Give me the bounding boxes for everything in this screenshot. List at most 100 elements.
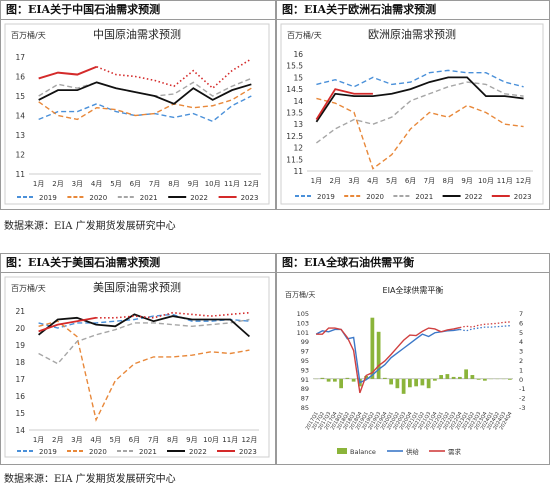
x-tick-label: 7月 bbox=[424, 177, 435, 185]
balance-bar bbox=[439, 375, 443, 379]
x-tick-label: 9月 bbox=[461, 177, 472, 185]
y-tick-label: 93 bbox=[301, 366, 309, 374]
x-tick-label: 3月 bbox=[348, 177, 359, 185]
balance-bar bbox=[346, 378, 350, 379]
series-line-supply bbox=[316, 329, 460, 382]
y-tick-label: 15 bbox=[15, 92, 25, 101]
y-tick-label: 15 bbox=[293, 73, 303, 82]
y-tick-label: 15 bbox=[15, 409, 25, 418]
balance-bar bbox=[471, 375, 475, 379]
balance-bar bbox=[402, 379, 406, 394]
legend-label: 2023 bbox=[241, 194, 259, 202]
y-tick-label: 91 bbox=[301, 376, 309, 384]
y-tick-label: 11 bbox=[293, 167, 303, 176]
y-tick-label: 17 bbox=[15, 53, 25, 62]
y-tick-label: 13.5 bbox=[286, 109, 303, 118]
x-tick-label: 12月 bbox=[243, 180, 259, 188]
balance-bar bbox=[464, 369, 468, 378]
balance-bar bbox=[458, 377, 462, 379]
balance-bar bbox=[389, 379, 393, 385]
chart-title: 欧洲原油需求预测 bbox=[368, 27, 456, 41]
y-tick-label: 19 bbox=[15, 341, 25, 350]
y2-tick-label: 7 bbox=[519, 310, 523, 318]
x-tick-label: 10月 bbox=[203, 436, 219, 444]
x-tick-label: 7月 bbox=[148, 436, 159, 444]
panel-title: 图：EIA全球石油供需平衡 bbox=[277, 254, 549, 273]
y-tick-label: 17 bbox=[15, 375, 25, 384]
x-tick-label: 1月 bbox=[33, 180, 44, 188]
balance-bar bbox=[352, 379, 356, 382]
panel-title: 图：EIA关于中国石油需求预测 bbox=[1, 1, 275, 20]
x-tick-label: 2月 bbox=[330, 177, 341, 185]
y2-tick-label: -1 bbox=[519, 385, 525, 393]
balance-bar bbox=[408, 379, 412, 387]
chart-frame bbox=[5, 24, 269, 204]
y-tick-label: 11 bbox=[15, 170, 25, 179]
balance-bar bbox=[508, 379, 512, 380]
panel-title: 图：EIA关于美国石油需求预测 bbox=[1, 254, 275, 273]
chart-title: 中国原油需求预测 bbox=[93, 27, 181, 41]
balance-bar bbox=[477, 379, 481, 380]
balance-bar bbox=[414, 379, 418, 387]
y-tick-label: 12 bbox=[293, 144, 303, 153]
x-tick-label: 4月 bbox=[91, 180, 102, 188]
x-tick-label: 6月 bbox=[405, 177, 416, 185]
y-tick-label: 16 bbox=[15, 73, 25, 82]
y2-tick-label: 0 bbox=[519, 376, 523, 384]
y-tick-label: 101 bbox=[297, 329, 309, 337]
y-tick-label: 13 bbox=[15, 131, 25, 140]
legend-label: 2020 bbox=[89, 194, 107, 202]
y-tick-label: 97 bbox=[301, 348, 309, 356]
y-tick-label: 13 bbox=[293, 120, 303, 129]
x-tick-label: 10月 bbox=[205, 180, 221, 188]
x-tick-label: 2月 bbox=[52, 180, 63, 188]
legend-label: 2021 bbox=[140, 194, 158, 202]
legend-label: 2022 bbox=[189, 448, 207, 456]
y-tick-label: 15.5 bbox=[286, 62, 303, 71]
balance-bar bbox=[446, 374, 450, 379]
x-tick-label: 3月 bbox=[71, 436, 82, 444]
x-tick-label: 11月 bbox=[497, 177, 513, 185]
balance-bar bbox=[421, 379, 425, 386]
balance-bar bbox=[427, 379, 431, 388]
y-tick-label: 105 bbox=[297, 310, 309, 318]
y-axis-label: 百万桶/天 bbox=[11, 283, 46, 293]
x-tick-label: 3月 bbox=[72, 180, 83, 188]
y-axis-label: 百万桶/天 bbox=[287, 30, 322, 40]
legend-label: Balance bbox=[350, 448, 376, 456]
x-tick-label: 4月 bbox=[90, 436, 101, 444]
x-tick-label: 6月 bbox=[130, 180, 141, 188]
x-tick-label: 5月 bbox=[110, 180, 121, 188]
y-tick-label: 87 bbox=[301, 395, 309, 403]
y-tick-label: 14 bbox=[15, 426, 25, 435]
y-tick-label: 14 bbox=[15, 112, 25, 121]
y2-tick-label: 2 bbox=[519, 357, 523, 365]
x-tick-label: 5月 bbox=[110, 436, 121, 444]
legend-label: 2020 bbox=[89, 448, 107, 456]
balance-bar bbox=[396, 379, 400, 388]
x-tick-label: 4月 bbox=[367, 177, 378, 185]
y-tick-label: 11.5 bbox=[286, 155, 303, 164]
y2-tick-label: 3 bbox=[519, 348, 523, 356]
balance-bar bbox=[433, 379, 437, 381]
y-tick-label: 103 bbox=[297, 319, 309, 327]
legend-label: 2021 bbox=[139, 448, 157, 456]
x-tick-label: 8月 bbox=[168, 180, 179, 188]
y2-tick-label: 5 bbox=[519, 329, 523, 337]
x-tick-label: 8月 bbox=[167, 436, 178, 444]
y-axis-label: 百万桶/天 bbox=[11, 30, 46, 40]
y-tick-label: 12.5 bbox=[286, 132, 303, 141]
y-tick-label: 16 bbox=[15, 392, 25, 401]
balance-bar bbox=[321, 378, 325, 379]
balance-bar bbox=[339, 379, 343, 388]
x-tick-label: 10月 bbox=[478, 177, 494, 185]
europe-demand-chart: 欧洲原油需求预测百万桶/天1111.51212.51313.51414.5151… bbox=[277, 20, 549, 209]
x-tick-label: 1月 bbox=[33, 436, 44, 444]
legend-label: 2020 bbox=[366, 193, 384, 201]
y2-tick-label: -3 bbox=[519, 404, 525, 412]
panel-title: 图：EIA关于欧洲石油需求预测 bbox=[277, 1, 549, 20]
legend-label: 2023 bbox=[239, 448, 257, 456]
balance-bar bbox=[452, 377, 456, 379]
